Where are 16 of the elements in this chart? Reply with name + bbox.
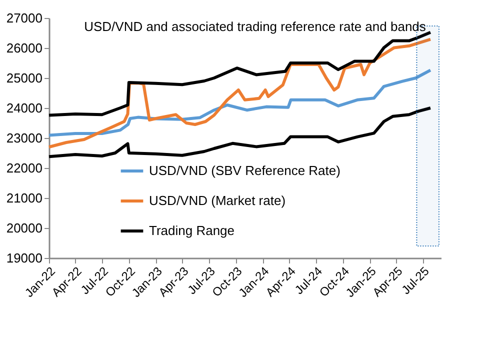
y-tick-label: 20000 (6, 220, 42, 236)
y-tick-label: 25000 (6, 70, 42, 86)
legend-label: USD/VND (Market rate) (149, 193, 286, 208)
chart-title: USD/VND and associated trading reference rate and bands (84, 19, 426, 34)
y-tick-label: 21000 (6, 190, 42, 206)
y-tick-label: 22000 (6, 160, 42, 176)
y-tick-label: 23000 (6, 130, 42, 146)
line-series (48, 68, 432, 137)
line-series (48, 38, 432, 148)
y-tick-label: 27000 (6, 10, 42, 26)
y-tick-label: 26000 (6, 40, 42, 56)
legend-label: Trading Range (149, 223, 235, 238)
y-tick-label: 19000 (6, 250, 42, 266)
y-tick-label: 24000 (6, 100, 42, 116)
legend-label: USD/VND (SBV Reference Rate) (149, 163, 340, 178)
line-series (48, 106, 432, 158)
